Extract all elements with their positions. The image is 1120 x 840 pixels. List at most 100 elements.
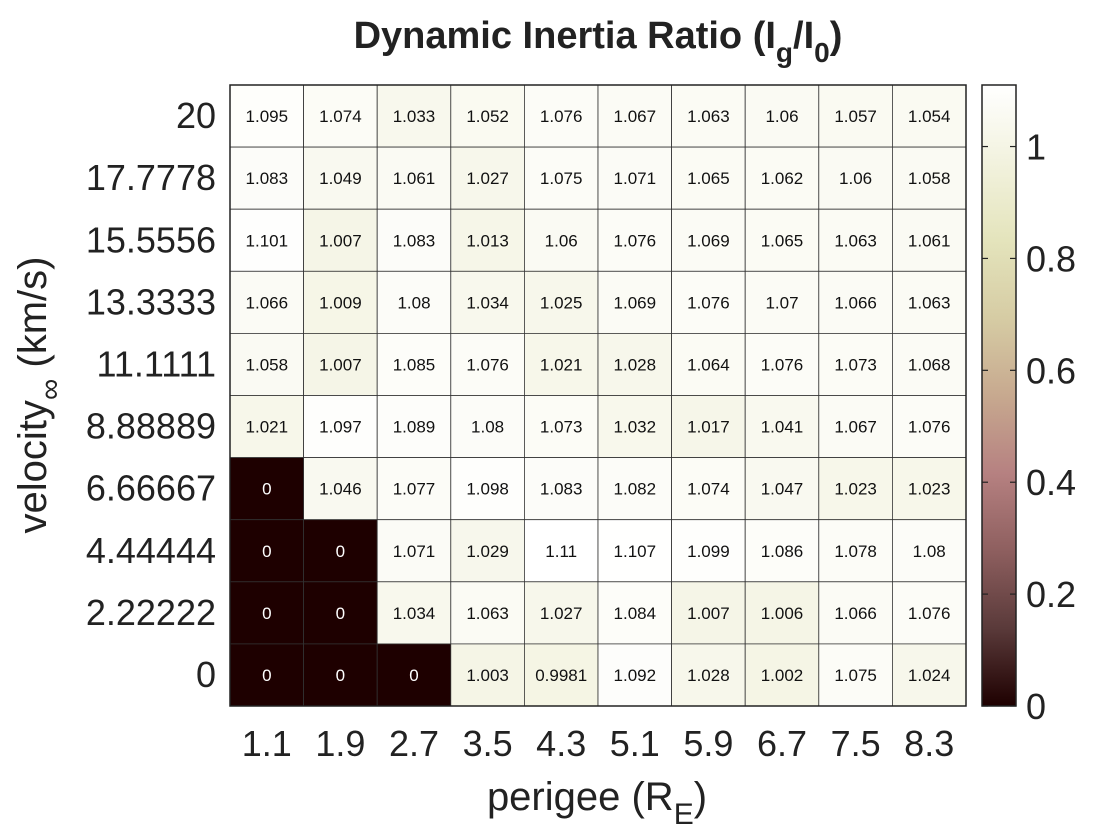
heatmap-cell xyxy=(524,270,599,334)
cell-value-label: 1.092 xyxy=(614,666,657,685)
heatmap-cell xyxy=(450,581,525,645)
cell-value-label: 0 xyxy=(262,480,271,499)
cell-value-label: 1.086 xyxy=(761,542,804,561)
cell-value-label: 1.024 xyxy=(908,666,951,685)
heatmap-cell xyxy=(597,332,672,396)
cell-value-label: 1.075 xyxy=(540,169,583,188)
cell-value-label: 1.007 xyxy=(687,604,730,623)
heatmap-cell xyxy=(671,332,746,396)
heatmap-cell xyxy=(229,84,304,148)
cell-value-label: 0 xyxy=(262,666,271,685)
cell-value-label: 1.08 xyxy=(397,293,430,312)
cell-value-label: 1.017 xyxy=(687,418,730,437)
heatmap-cell xyxy=(744,519,820,583)
cell-value-label: 1.076 xyxy=(540,107,583,126)
cell-value-label: 1.027 xyxy=(540,604,583,623)
cell-value-label: 1.083 xyxy=(246,169,289,188)
y-axis-label: velocity∞ (km/s) xyxy=(11,257,67,534)
heatmap-cell xyxy=(376,146,452,210)
cell-value-label: 1.07 xyxy=(765,293,798,312)
cell-value-label: 1.021 xyxy=(246,418,289,437)
cell-value-label: 1.062 xyxy=(761,169,804,188)
cell-value-label: 1.023 xyxy=(834,480,877,499)
cell-value-label: 1.009 xyxy=(319,293,362,312)
heatmap-cell xyxy=(818,457,893,521)
cell-value-label: 1.107 xyxy=(614,542,657,561)
heatmap-cell xyxy=(744,581,820,645)
cell-value-label: 1.061 xyxy=(908,231,951,250)
heatmap-cell xyxy=(892,146,967,210)
heatmap-cell xyxy=(376,581,452,645)
cell-value-label: 1.11 xyxy=(545,542,577,561)
heatmap-cell xyxy=(671,146,746,210)
heatmap-cell xyxy=(671,519,746,583)
cell-value-label: 1.06 xyxy=(545,231,578,250)
cell-value-label: 1.071 xyxy=(614,169,657,188)
x-tick-label: 2.7 xyxy=(389,723,439,764)
heatmap-cell xyxy=(744,146,820,210)
cell-value-label: 1.076 xyxy=(761,355,804,374)
cell-value-label: 1.101 xyxy=(246,231,289,250)
cell-value-label: 1.076 xyxy=(908,418,951,437)
heatmap-cell xyxy=(597,270,672,334)
cell-value-label: 1.08 xyxy=(913,542,946,561)
heatmap-cell xyxy=(597,519,672,583)
heatmap-cell xyxy=(229,457,304,521)
y-tick-label: 11.1111 xyxy=(97,343,216,384)
cell-value-label: 1.049 xyxy=(319,169,362,188)
heatmap-cell xyxy=(524,395,599,458)
heatmap-cell xyxy=(744,84,820,148)
heatmap-cell xyxy=(376,519,452,583)
heatmap-cell xyxy=(524,643,599,707)
cell-value-label: 1.013 xyxy=(466,231,509,250)
y-tick-label: 2.22222 xyxy=(86,592,216,633)
cell-value-label: 1.058 xyxy=(908,169,951,188)
cell-value-label: 1.066 xyxy=(834,604,877,623)
heatmap-cell xyxy=(229,395,304,458)
cell-value-label: 1.034 xyxy=(466,293,509,312)
x-tick-label: 7.5 xyxy=(831,723,881,764)
heatmap-cell-labels: 1.095 1.074 1.033 1.052 1.076 1.067 1.063 1.06 1… xyxy=(246,107,951,685)
heatmap-cell xyxy=(671,395,746,458)
heatmap-cell xyxy=(597,643,672,707)
cell-value-label: 1.074 xyxy=(319,107,362,126)
heatmap-cell xyxy=(818,581,893,645)
cell-value-label: 1.084 xyxy=(614,604,657,623)
heatmap-cell xyxy=(450,457,525,521)
cell-value-label: 1.095 xyxy=(246,107,289,126)
x-tick-label: 1.9 xyxy=(315,723,365,764)
cell-value-label: 1.073 xyxy=(834,355,877,374)
cell-value-label: 1.057 xyxy=(834,107,877,126)
x-tick-label: 6.7 xyxy=(757,723,807,764)
cell-value-label: 1.006 xyxy=(761,604,804,623)
cell-value-label: 1.067 xyxy=(614,107,657,126)
cell-value-label: 1.067 xyxy=(834,418,877,437)
heatmap-cell xyxy=(524,84,599,148)
cell-value-label: 1.063 xyxy=(687,107,730,126)
cell-value-label: 1.068 xyxy=(908,355,951,374)
cell-value-label: 1.046 xyxy=(319,480,362,499)
heatmap-cell xyxy=(744,332,820,396)
cell-value-label: 0 xyxy=(336,666,345,685)
y-tick-label: 4.44444 xyxy=(86,530,216,571)
heatmap-cell xyxy=(818,146,893,210)
chart-title: Dynamic Inertia Ratio (Ig/I0) xyxy=(354,15,843,68)
cell-value-label: 0 xyxy=(262,604,271,623)
cell-value-label: 1.097 xyxy=(319,418,362,437)
heatmap-cell xyxy=(303,332,378,396)
y-tick-label: 13.3333 xyxy=(86,281,216,322)
cell-value-label: 1.021 xyxy=(540,355,583,374)
cell-value-label: 1.082 xyxy=(614,480,657,499)
x-tick-label: 8.3 xyxy=(904,723,954,764)
cell-value-label: 1.023 xyxy=(908,480,951,499)
cell-value-label: 1.077 xyxy=(393,480,436,499)
heatmap-cell xyxy=(524,332,599,396)
cell-value-label: 1.063 xyxy=(466,604,509,623)
heatmap-cell xyxy=(597,581,672,645)
heatmap-cell xyxy=(818,332,893,396)
heatmap-cell xyxy=(671,643,746,707)
cell-value-label: 1.061 xyxy=(393,169,436,188)
heatmap-cell xyxy=(303,519,378,583)
cell-value-label: 1.003 xyxy=(466,666,509,685)
heatmap-cell xyxy=(524,519,599,583)
